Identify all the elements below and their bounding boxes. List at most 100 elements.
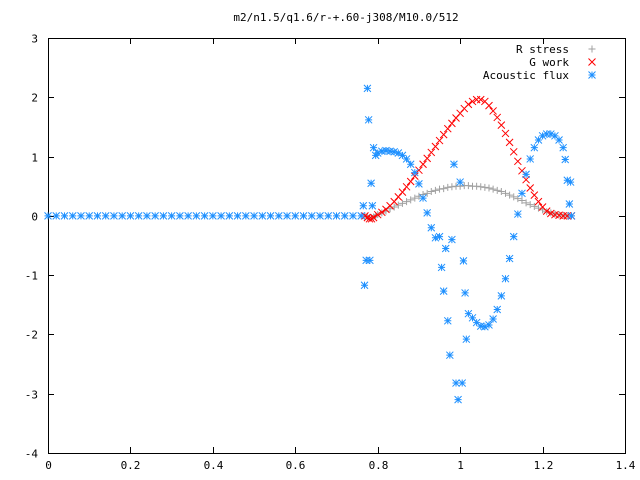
- data-point: [565, 200, 574, 208]
- data-point: [477, 183, 485, 191]
- data-point: [489, 315, 497, 323]
- x-tick-label: 0.2: [121, 459, 141, 472]
- data-point: [340, 212, 349, 220]
- data-point: [462, 335, 471, 344]
- data-point: [538, 131, 547, 140]
- data-point: [476, 95, 485, 104]
- data-point: [427, 148, 436, 157]
- data-point: [403, 198, 411, 206]
- legend-marker: [588, 58, 596, 66]
- data-point: [359, 201, 368, 210]
- x-tick-label: 0.6: [286, 459, 306, 472]
- data-point: [509, 147, 518, 156]
- y-tick-label: 3: [31, 33, 38, 46]
- data-point: [514, 195, 522, 203]
- data-point: [250, 212, 258, 220]
- data-point: [299, 212, 308, 220]
- x-tick-label: 1.4: [616, 459, 636, 472]
- data-point: [167, 212, 176, 220]
- data-point: [546, 130, 555, 138]
- series-2: [44, 84, 576, 404]
- data-point: [566, 178, 575, 186]
- data-point: [456, 178, 464, 186]
- x-tick-label: 0: [45, 459, 52, 472]
- data-point: [459, 257, 468, 265]
- data-point: [522, 170, 530, 179]
- data-point: [505, 138, 514, 147]
- data-point: [411, 194, 419, 202]
- data-point: [443, 316, 452, 325]
- data-point: [534, 136, 543, 144]
- data-point: [110, 212, 118, 220]
- data-point: [501, 274, 510, 283]
- data-point: [493, 305, 502, 314]
- data-point: [410, 168, 419, 177]
- data-point: [505, 254, 514, 263]
- data-point: [394, 201, 402, 209]
- legend-marker: [588, 71, 596, 79]
- series-0: [361, 182, 575, 222]
- data-point: [143, 212, 151, 220]
- data-point: [481, 183, 489, 191]
- chart-title: m2/n1.5/q1.6/r-+.60-j308/M10.0/512: [233, 11, 458, 24]
- data-point: [419, 160, 427, 169]
- data-point: [377, 208, 386, 217]
- axis-ticks: 0 0.2 0.4 0.6 0.8 1 1.2 1.4 -4 -3 -2 -1 0 1 2 3: [25, 33, 636, 473]
- data-point: [283, 212, 291, 220]
- data-point: [363, 84, 372, 93]
- data-point: [443, 124, 452, 133]
- y-tick-label: -1: [25, 270, 38, 283]
- data-point: [436, 185, 444, 193]
- data-point: [450, 160, 458, 169]
- data-point: [402, 182, 411, 191]
- data-point: [349, 212, 357, 220]
- data-point: [464, 100, 473, 109]
- data-point: [454, 395, 462, 404]
- data-point: [489, 107, 497, 115]
- data-point: [200, 212, 209, 220]
- data-point: [445, 351, 454, 360]
- data-point: [386, 147, 394, 156]
- data-point: [526, 201, 534, 209]
- data-point: [513, 157, 522, 166]
- data-point: [551, 131, 559, 140]
- data-point: [501, 189, 509, 197]
- data-point: [441, 244, 450, 253]
- data-point: [362, 256, 371, 265]
- data-point: [444, 183, 452, 191]
- legend-label: R stress: [516, 43, 569, 56]
- data-point: [398, 188, 407, 196]
- data-point: [85, 212, 94, 220]
- data-point: [176, 212, 184, 220]
- data-point: [542, 207, 551, 215]
- data-point: [60, 212, 69, 220]
- data-point: [437, 263, 446, 272]
- y-tick-label: 0: [31, 211, 38, 224]
- data-point: [398, 151, 407, 160]
- x-tick-label: 0.8: [369, 459, 389, 472]
- data-point: [382, 146, 390, 155]
- data-point: [307, 212, 316, 220]
- data-point: [192, 212, 201, 220]
- data-point: [435, 232, 444, 241]
- x-tick-label: 1: [457, 459, 464, 472]
- data-point: [291, 212, 300, 220]
- data-point: [431, 142, 440, 151]
- data-point: [493, 113, 502, 122]
- data-point: [481, 322, 489, 331]
- data-point: [217, 212, 225, 220]
- data-point: [563, 176, 572, 185]
- data-point: [518, 196, 526, 204]
- data-point: [369, 213, 378, 222]
- data-point: [233, 212, 242, 220]
- data-point: [274, 212, 283, 220]
- data-point: [513, 210, 522, 218]
- data-point: [209, 212, 217, 220]
- data-point: [439, 130, 448, 139]
- data-point: [373, 210, 382, 219]
- data-point: [316, 212, 324, 220]
- data-point: [559, 143, 568, 152]
- data-point: [258, 212, 267, 220]
- data-point: [485, 321, 493, 329]
- x-tick-label: 1.2: [534, 459, 554, 472]
